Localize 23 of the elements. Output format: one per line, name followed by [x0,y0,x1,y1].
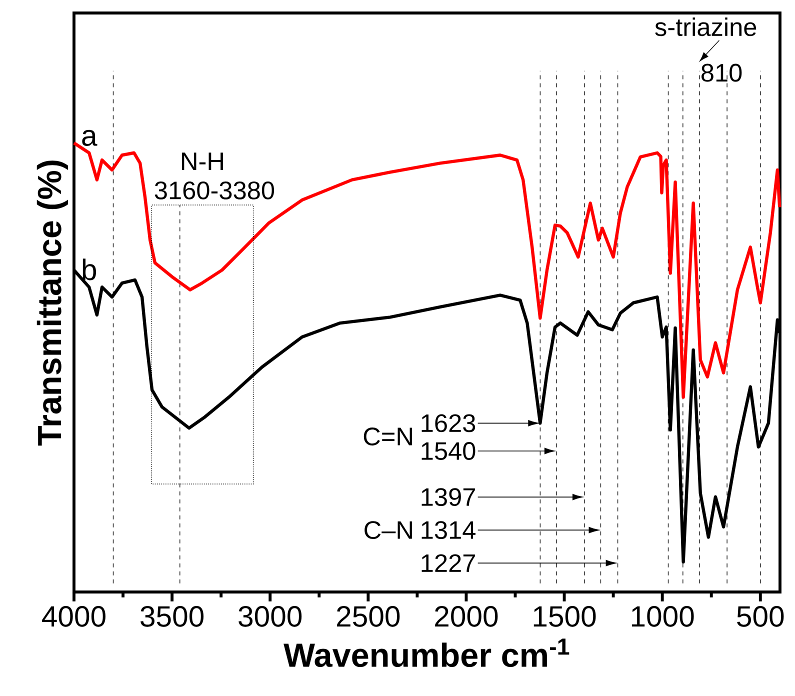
series-label: a [82,130,98,146]
x-axis-title: Wavenumber cm$^{-1}$ [284,638,570,668]
annotation: 1540 [422,442,476,460]
annotation: 3160-3380 [154,181,274,200]
series-label: b [82,258,96,280]
x-tick-label: 500 [737,606,784,627]
x-tick-label: 2000 [435,606,498,627]
x-tick-label: 3000 [238,606,302,627]
y-axis-title: Transmittance (%) [36,160,68,446]
annotation: C=N [364,428,412,446]
annotation: C–N [364,521,412,540]
text: 810 [702,64,742,82]
annotation: 1314 [422,521,476,540]
x-tick-label: 4000 [42,606,106,627]
x-tick-label: 1000 [632,606,694,627]
annotation: N-H [182,152,223,170]
annotation: 1227 [422,554,475,572]
annotation: 1623 [422,414,476,432]
x-tick-label: 1500 [534,606,596,627]
text: s-triazine [655,17,756,36]
annotation: 1397 [422,488,475,506]
x-tick-label: 2500 [337,606,400,627]
x-tick-label: 3500 [140,606,204,627]
